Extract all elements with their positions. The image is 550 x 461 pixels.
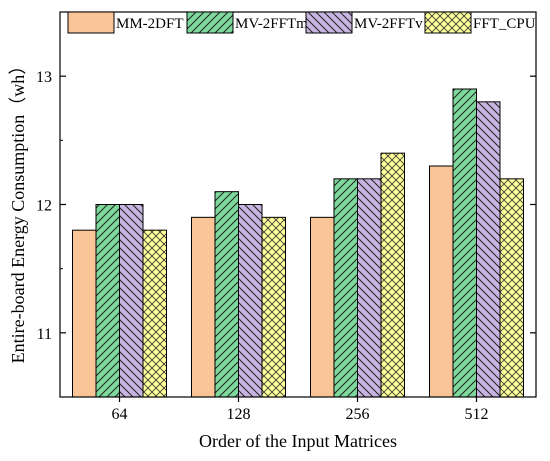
legend-item-mm-2dft: MM-2DFT [67,11,184,34]
x-axis-label: Order of the Input Matrices [199,431,397,451]
x-tick-label: 64 [112,406,128,423]
bar-fft-cpu-256 [380,152,405,398]
bar-mm-2dft-128 [191,216,216,398]
bar-mv-2fftv-512 [476,101,501,398]
legend-swatch [67,11,115,34]
bar-mv-2fftm-128 [214,191,239,398]
legend-item-mv-2fftm: MV-2FFTm [186,11,308,34]
legend-item-fft-cpu: FFT_CPU [424,11,536,34]
y-tick-label: 13 [36,69,52,86]
bar-mv-2fftv-64 [119,204,144,398]
bars-layer [72,88,524,398]
bar-mv-2fftv-256 [357,178,382,398]
x-ticks-layer: 64 128 256 512 [112,397,489,423]
bar-mm-2dft-64 [72,229,97,398]
legend-label: MV-2FFTm [235,16,308,32]
x-tick-label: 128 [227,406,251,423]
bar-mv-2fftm-64 [95,204,120,398]
bar-mm-2dft-512 [429,165,454,398]
legend-swatch [186,11,234,34]
legend-item-mv-2fftv: MV-2FFTv [305,11,423,34]
y-tick-label: 11 [37,326,52,343]
bar-mv-2fftm-512 [452,88,477,398]
x-tick-label: 256 [346,406,370,423]
bar-fft-cpu-64 [142,229,167,398]
legend: MM-2DFT MV-2FFTm MV-2FFTv FFT_CPU [67,11,536,34]
bar-mv-2fftv-128 [238,204,263,398]
bar-mv-2fftm-256 [333,178,358,398]
bar-fft-cpu-512 [499,178,524,398]
legend-swatch [424,11,472,34]
legend-label: FFT_CPU [473,16,536,32]
legend-label: MV-2FFTv [354,16,423,32]
y-ticks-layer: 11 12 13 [36,11,536,398]
x-tick-label: 512 [465,406,489,423]
legend-swatch [305,11,353,34]
legend-label: MM-2DFT [116,16,184,32]
plot-frame [59,11,537,398]
bar-fft-cpu-128 [261,216,286,398]
y-tick-label: 12 [36,198,52,215]
y-axis-label: Entire-board Energy Consumption（wh） [8,57,28,364]
bar-mm-2dft-256 [310,216,335,398]
